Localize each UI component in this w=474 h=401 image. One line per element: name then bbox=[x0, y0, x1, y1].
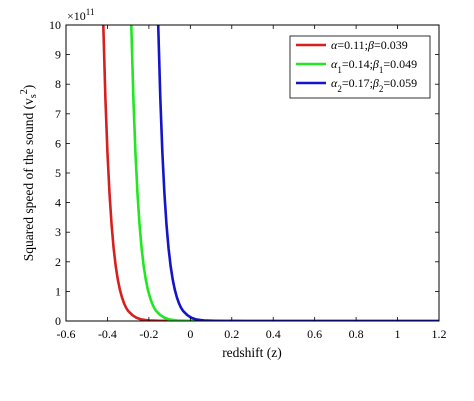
x-tick-label: 0.4 bbox=[266, 327, 281, 341]
legend: α=0.11;β=0.039 α1=0.14;β1=0.049α2=0.17;β2… bbox=[289, 35, 431, 99]
y-tick-label: 0 bbox=[55, 314, 61, 328]
y-axis-label: Squared speed of the sound (vs2) bbox=[19, 85, 39, 262]
y-axis-label-close: ) bbox=[21, 85, 36, 90]
x-tick-label: 0.8 bbox=[349, 327, 364, 341]
y-tick-label: 5 bbox=[55, 166, 61, 180]
series-line-1 bbox=[102, 25, 439, 321]
y-tick-label: 6 bbox=[55, 136, 61, 150]
y-tick-label: 1 bbox=[55, 284, 61, 298]
x-tick-label: 0.6 bbox=[307, 327, 322, 341]
series-line-2 bbox=[129, 25, 439, 321]
y-tick-label: 9 bbox=[55, 48, 61, 62]
legend-label-2: α1=0.14;β1=0.049 bbox=[331, 57, 417, 75]
legend-label-3: α2=0.17;β2=0.059 bbox=[331, 76, 417, 94]
x-tick-label: -0.6 bbox=[57, 327, 76, 341]
legend-box bbox=[289, 35, 431, 99]
exponent-label: ×1011 bbox=[67, 7, 94, 23]
series-line-3 bbox=[156, 25, 439, 321]
exponent-power: 11 bbox=[86, 7, 95, 17]
x-tick-label: 1 bbox=[395, 327, 401, 341]
x-tick-label: -0.2 bbox=[139, 327, 158, 341]
y-tick-label: 2 bbox=[55, 255, 61, 269]
y-axis-label-main: Squared speed of the sound (v bbox=[21, 98, 36, 261]
x-tick-label: -0.4 bbox=[98, 327, 117, 341]
series-layer bbox=[102, 25, 439, 321]
y-axis-label-sub: s bbox=[28, 94, 39, 98]
y-tick-label: 7 bbox=[55, 107, 61, 121]
y-tick-label: 8 bbox=[55, 77, 61, 91]
y-tick-label: 10 bbox=[49, 18, 61, 32]
y-tick-label: 4 bbox=[55, 196, 61, 210]
x-tick-label: 0 bbox=[187, 327, 193, 341]
ticks-layer: -0.6 -0.4 -0.2 0 0.2 0.4 0.6 0.8 1 1.2 0 1 2 3 4 5 6 7 8 9 1… bbox=[49, 18, 447, 341]
x-axis-label: redshift (z) bbox=[222, 345, 282, 360]
y-axis-label-sup: 2 bbox=[19, 89, 30, 94]
legend-label-1: α=0.11;β=0.039 bbox=[331, 38, 408, 52]
y-tick-label: 3 bbox=[55, 225, 61, 239]
exponent-base: ×10 bbox=[67, 9, 86, 23]
x-tick-label: 0.2 bbox=[224, 327, 239, 341]
x-tick-label: 1.2 bbox=[432, 327, 447, 341]
